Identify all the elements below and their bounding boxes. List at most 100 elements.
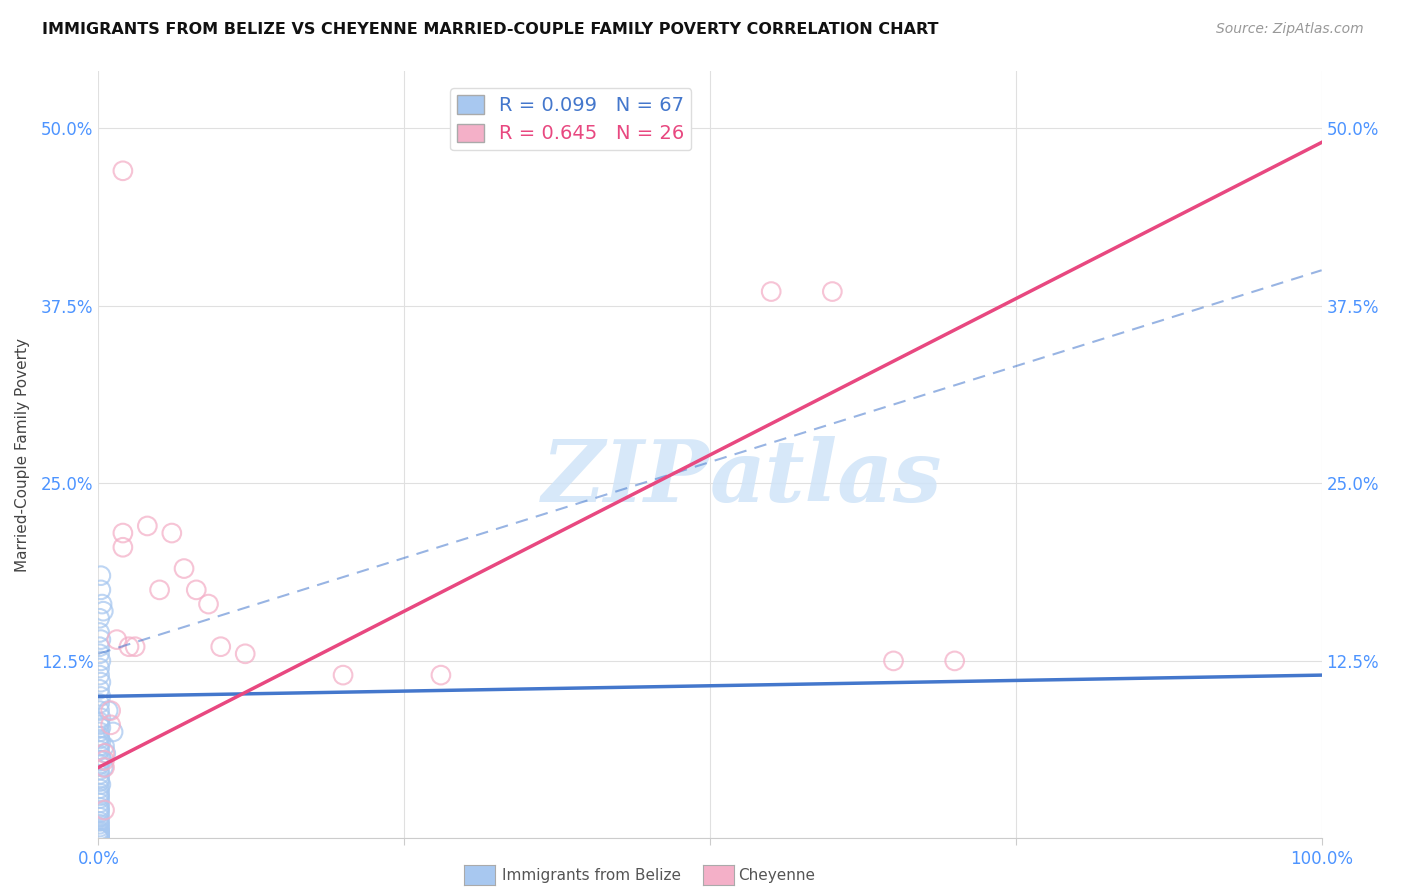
Point <box>97 704 120 718</box>
Point <box>430 668 453 682</box>
Point <box>89 697 111 711</box>
Point <box>90 654 112 668</box>
Point <box>173 561 195 575</box>
Point <box>91 760 114 774</box>
Point <box>93 746 115 760</box>
Point <box>93 803 115 817</box>
Point <box>89 831 111 846</box>
Point <box>89 831 111 846</box>
Point <box>149 582 172 597</box>
Point <box>89 668 111 682</box>
Point <box>89 704 111 718</box>
Point <box>160 526 183 541</box>
Point <box>124 640 146 654</box>
Point <box>89 830 111 844</box>
Point <box>118 640 141 654</box>
Point <box>90 721 112 735</box>
Point <box>89 817 111 831</box>
Point <box>89 831 111 846</box>
Point <box>90 675 112 690</box>
Point <box>89 831 111 846</box>
Point <box>89 826 111 840</box>
Point <box>89 791 111 805</box>
Point <box>101 725 124 739</box>
Point <box>89 625 111 640</box>
Point <box>89 732 111 747</box>
Point <box>105 632 128 647</box>
Point <box>89 764 111 778</box>
Point <box>89 743 111 757</box>
Point <box>93 760 115 774</box>
Point <box>89 831 111 846</box>
Point <box>89 781 111 796</box>
Point <box>89 831 111 846</box>
Point <box>89 822 111 837</box>
Point <box>89 739 111 753</box>
Point <box>90 777 112 791</box>
Point <box>89 786 111 800</box>
Point <box>136 519 159 533</box>
Text: atlas: atlas <box>710 436 942 520</box>
Point <box>90 735 112 749</box>
Point <box>89 725 111 739</box>
Text: ZIP: ZIP <box>543 436 710 520</box>
Point <box>93 753 115 767</box>
Point <box>94 746 117 760</box>
Point <box>89 800 111 814</box>
Point <box>89 805 111 820</box>
Point <box>89 682 111 697</box>
Point <box>209 640 232 654</box>
Point <box>883 654 905 668</box>
Text: Immigrants from Belize: Immigrants from Belize <box>502 869 681 883</box>
Point <box>89 829 111 843</box>
Point <box>90 749 112 764</box>
Point <box>89 774 111 789</box>
Point <box>332 668 354 682</box>
Point <box>91 753 114 767</box>
Point <box>89 767 111 781</box>
Point <box>90 582 112 597</box>
Point <box>93 739 115 753</box>
Point <box>111 526 134 541</box>
Point <box>90 632 112 647</box>
Point <box>111 541 134 555</box>
Point <box>89 772 111 786</box>
Point <box>89 831 111 846</box>
Point <box>89 810 111 824</box>
Point <box>90 568 112 582</box>
Text: Source: ZipAtlas.com: Source: ZipAtlas.com <box>1216 22 1364 37</box>
Point <box>89 796 111 810</box>
Point <box>89 789 111 803</box>
Point <box>89 831 111 846</box>
Point <box>89 611 111 625</box>
Point <box>100 704 122 718</box>
Point <box>89 824 111 838</box>
Point <box>197 597 219 611</box>
Point <box>89 640 111 654</box>
Point <box>89 757 111 772</box>
Point <box>821 285 844 299</box>
Point <box>89 718 111 732</box>
Point <box>89 820 111 834</box>
Point <box>91 597 114 611</box>
Point <box>89 714 111 729</box>
Point <box>233 647 256 661</box>
Text: IMMIGRANTS FROM BELIZE VS CHEYENNE MARRIED-COUPLE FAMILY POVERTY CORRELATION CHA: IMMIGRANTS FROM BELIZE VS CHEYENNE MARRI… <box>42 22 939 37</box>
Point <box>89 803 111 817</box>
Point <box>761 285 783 299</box>
Legend: R = 0.099   N = 67, R = 0.645   N = 26: R = 0.099 N = 67, R = 0.645 N = 26 <box>450 88 692 150</box>
Point <box>89 753 111 767</box>
Point <box>91 604 114 618</box>
Point <box>89 814 111 829</box>
Point <box>89 661 111 675</box>
Point <box>100 718 122 732</box>
Point <box>90 711 112 725</box>
Point <box>90 690 112 704</box>
Point <box>89 827 111 841</box>
Point <box>89 647 111 661</box>
Point <box>89 729 111 743</box>
Y-axis label: Married-Couple Family Poverty: Married-Couple Family Poverty <box>15 338 30 572</box>
Point <box>186 582 208 597</box>
Point <box>111 163 134 178</box>
Point <box>943 654 966 668</box>
